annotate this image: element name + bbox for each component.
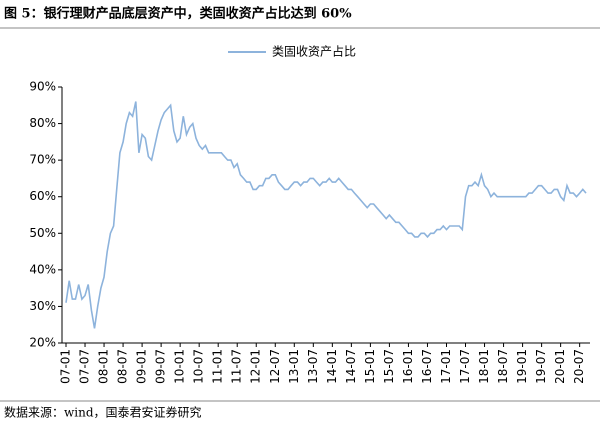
x-tick-label: 20-01 (553, 349, 567, 384)
y-tick-label: 30% (29, 299, 56, 313)
chart-title: 图 5：银行理财产品底层资产中，类固收资产占比达到 60% (4, 6, 352, 22)
x-tick-label: 18-07 (496, 349, 510, 384)
x-tick-label: 14-01 (325, 349, 339, 384)
x-tick-label: 18-01 (477, 349, 491, 384)
x-tick-label: 12-01 (249, 349, 263, 384)
x-tick-label: 09-07 (154, 349, 168, 384)
y-tick-label: 50% (29, 226, 56, 240)
x-tick-label: 16-07 (420, 349, 434, 384)
source: 数据来源：wind，国泰君安证券研究 (4, 405, 202, 420)
x-tick-label: 07-07 (78, 349, 92, 384)
x-tick-label: 10-07 (192, 349, 206, 384)
x-tick-label: 15-01 (363, 349, 377, 384)
x-tick-label: 08-01 (97, 349, 111, 384)
x-tick-label: 16-01 (401, 349, 415, 384)
legend-label: 类固收资产占比 (272, 44, 356, 59)
x-tick-label: 17-07 (458, 349, 472, 384)
series-line (65, 101, 587, 329)
x-tick-label: 20-07 (572, 349, 586, 384)
y-tick-label: 80% (29, 116, 56, 130)
x-tick-label: 15-07 (382, 349, 396, 384)
y-tick-label: 90% (29, 80, 56, 94)
x-tick-label: 13-01 (287, 349, 301, 384)
y-tick-label: 40% (29, 262, 56, 276)
x-tick-label: 19-01 (515, 349, 529, 384)
y-tick-label: 60% (29, 189, 56, 203)
x-tick-label: 10-01 (173, 349, 187, 384)
x-tick-label: 07-01 (59, 349, 73, 384)
x-tick-label: 12-07 (268, 349, 282, 384)
x-tick-label: 19-07 (534, 349, 548, 384)
x-tick-label: 17-01 (439, 349, 453, 384)
x-tick-label: 09-01 (135, 349, 149, 384)
x-tick-label: 11-07 (230, 349, 244, 384)
x-tick-label: 14-07 (344, 349, 358, 384)
x-tick-label: 13-07 (306, 349, 320, 384)
y-tick-label: 70% (29, 153, 56, 167)
y-tick-label: 20% (29, 336, 56, 350)
x-tick-label: 11-01 (211, 349, 225, 384)
x-tick-label: 08-07 (116, 349, 130, 384)
